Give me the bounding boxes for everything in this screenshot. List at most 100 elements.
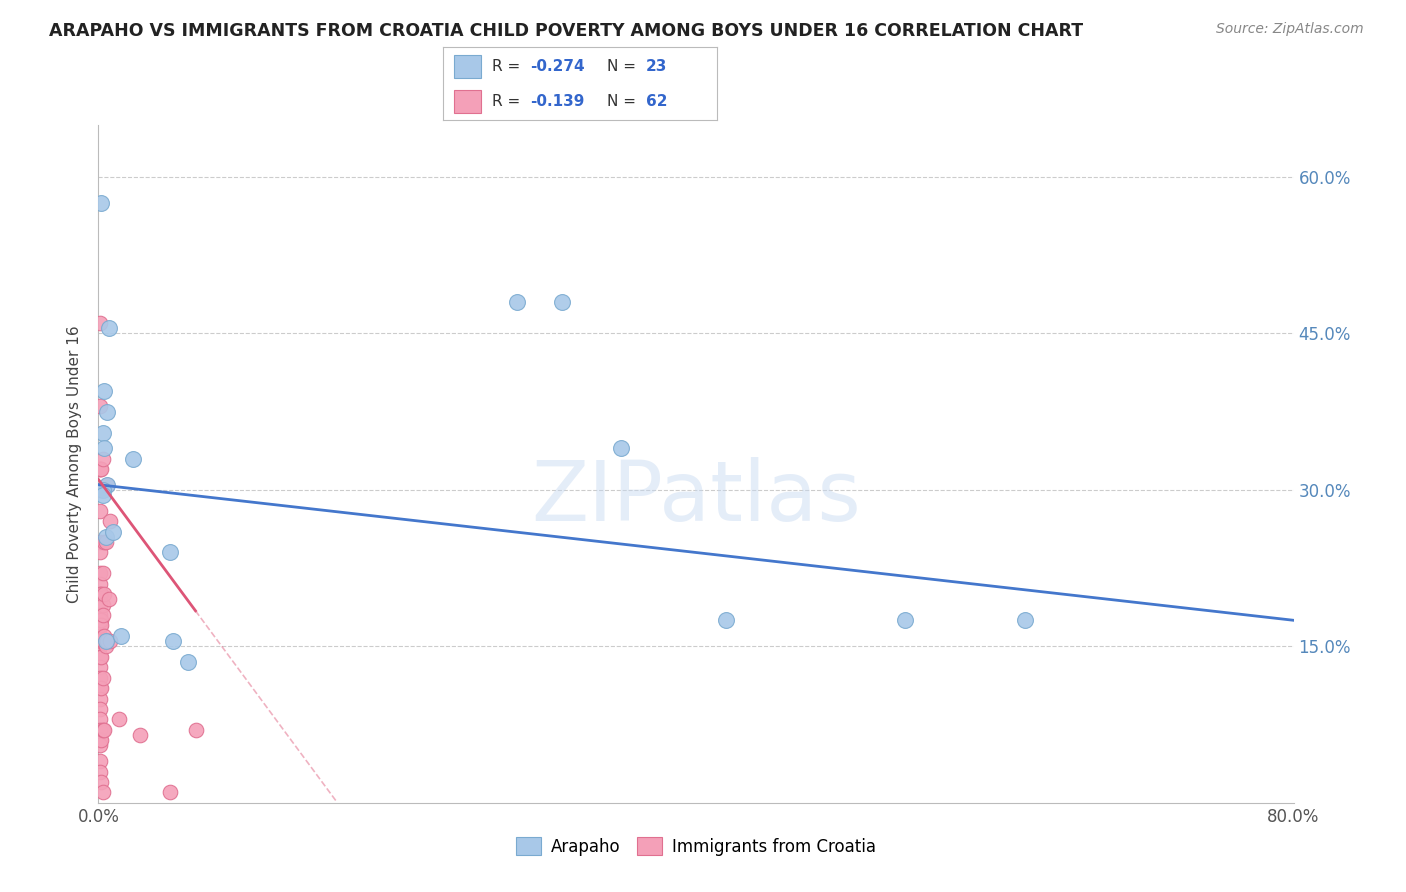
Point: [90, 462, 112, 476]
Point: [89, 660, 111, 674]
Point: [90, 618, 112, 632]
Y-axis label: Child Poverty Among Boys Under 16: Child Poverty Among Boys Under 16: [67, 325, 83, 603]
Point: [90, 196, 112, 211]
Point: [91, 785, 114, 799]
Point: [91, 488, 114, 502]
Point: [91, 671, 114, 685]
Point: [96, 634, 118, 648]
Point: [93, 723, 115, 737]
Point: [89, 634, 111, 648]
Text: N =: N =: [607, 59, 641, 74]
Point: [89, 739, 111, 753]
Point: [89, 764, 111, 779]
Point: [90, 649, 112, 664]
Point: [91, 598, 114, 612]
Point: [89, 681, 111, 695]
Point: [90, 681, 112, 695]
Point: [91, 451, 114, 466]
Point: [159, 785, 181, 799]
Point: [90, 775, 112, 789]
Point: [98, 634, 122, 648]
Text: ARAPAHO VS IMMIGRANTS FROM CROATIA CHILD POVERTY AMONG BOYS UNDER 16 CORRELATION: ARAPAHO VS IMMIGRANTS FROM CROATIA CHILD…: [49, 22, 1084, 40]
Point: [89, 566, 111, 581]
Point: [93, 441, 115, 455]
Point: [93, 629, 115, 643]
Text: R =: R =: [492, 59, 526, 74]
Text: -0.139: -0.139: [530, 94, 585, 109]
Point: [90, 733, 112, 747]
Point: [89, 733, 111, 747]
Text: 23: 23: [645, 59, 668, 74]
Point: [93, 587, 115, 601]
Point: [89, 754, 111, 768]
Point: [91, 483, 114, 497]
Point: [91, 634, 114, 648]
Point: [177, 655, 200, 669]
Bar: [454, 90, 481, 113]
Point: [89, 671, 111, 685]
Point: [159, 545, 181, 559]
Point: [97, 321, 120, 335]
Point: [91, 425, 114, 440]
Text: 62: 62: [645, 94, 668, 109]
Text: -0.274: -0.274: [530, 59, 585, 74]
Point: [506, 295, 529, 310]
Point: [91, 608, 114, 623]
Point: [89, 316, 111, 330]
Point: [103, 524, 125, 539]
Point: [108, 712, 131, 726]
Bar: [454, 54, 481, 78]
Point: [894, 613, 917, 627]
Point: [89, 649, 111, 664]
Point: [89, 483, 111, 497]
Point: [90, 613, 112, 627]
Point: [94, 634, 117, 648]
Point: [94, 530, 117, 544]
Text: R =: R =: [492, 94, 526, 109]
Point: [129, 728, 152, 742]
Text: ZIPatlas: ZIPatlas: [531, 458, 860, 538]
Point: [162, 634, 184, 648]
Legend: Arapaho, Immigrants from Croatia: Arapaho, Immigrants from Croatia: [509, 830, 883, 863]
Point: [97, 592, 120, 607]
Point: [90, 634, 112, 648]
Point: [91, 723, 114, 737]
Point: [714, 613, 737, 627]
Point: [94, 640, 117, 654]
Point: [89, 712, 111, 726]
Point: [96, 477, 118, 491]
Point: [89, 462, 111, 476]
Point: [96, 405, 118, 419]
Point: [89, 618, 111, 632]
Point: [550, 295, 572, 310]
Point: [91, 566, 114, 581]
Point: [89, 608, 111, 623]
Point: [89, 587, 111, 601]
Point: [184, 723, 207, 737]
Point: [610, 441, 633, 455]
Point: [89, 723, 111, 737]
Point: [89, 691, 111, 706]
Point: [98, 514, 122, 528]
Point: [89, 535, 111, 549]
Point: [89, 545, 111, 559]
Point: [93, 384, 115, 398]
Point: [89, 462, 111, 476]
Point: [89, 613, 111, 627]
Point: [93, 535, 115, 549]
Point: [121, 451, 143, 466]
Point: [110, 629, 132, 643]
Point: [89, 629, 111, 643]
Point: [90, 587, 112, 601]
Point: [89, 702, 111, 716]
Point: [94, 535, 117, 549]
Point: [89, 400, 111, 414]
Point: [1014, 613, 1036, 627]
Text: N =: N =: [607, 94, 641, 109]
Point: [89, 640, 111, 654]
Point: [89, 504, 111, 518]
Point: [89, 598, 111, 612]
Point: [96, 477, 118, 491]
Point: [89, 576, 111, 591]
Text: Source: ZipAtlas.com: Source: ZipAtlas.com: [1216, 22, 1364, 37]
